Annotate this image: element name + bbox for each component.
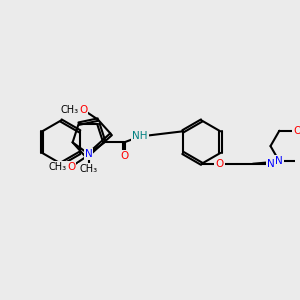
Text: N: N [275,156,283,167]
Text: O: O [215,159,224,169]
Text: CH₃: CH₃ [60,105,79,115]
Text: O: O [79,105,87,115]
Text: CH₃: CH₃ [80,164,98,174]
Text: O: O [120,151,128,161]
Text: O: O [293,126,300,136]
Text: O: O [67,162,75,172]
Text: NH: NH [132,131,148,142]
Text: CH₃: CH₃ [48,162,66,172]
Text: N: N [85,149,92,159]
Text: N: N [267,159,274,169]
